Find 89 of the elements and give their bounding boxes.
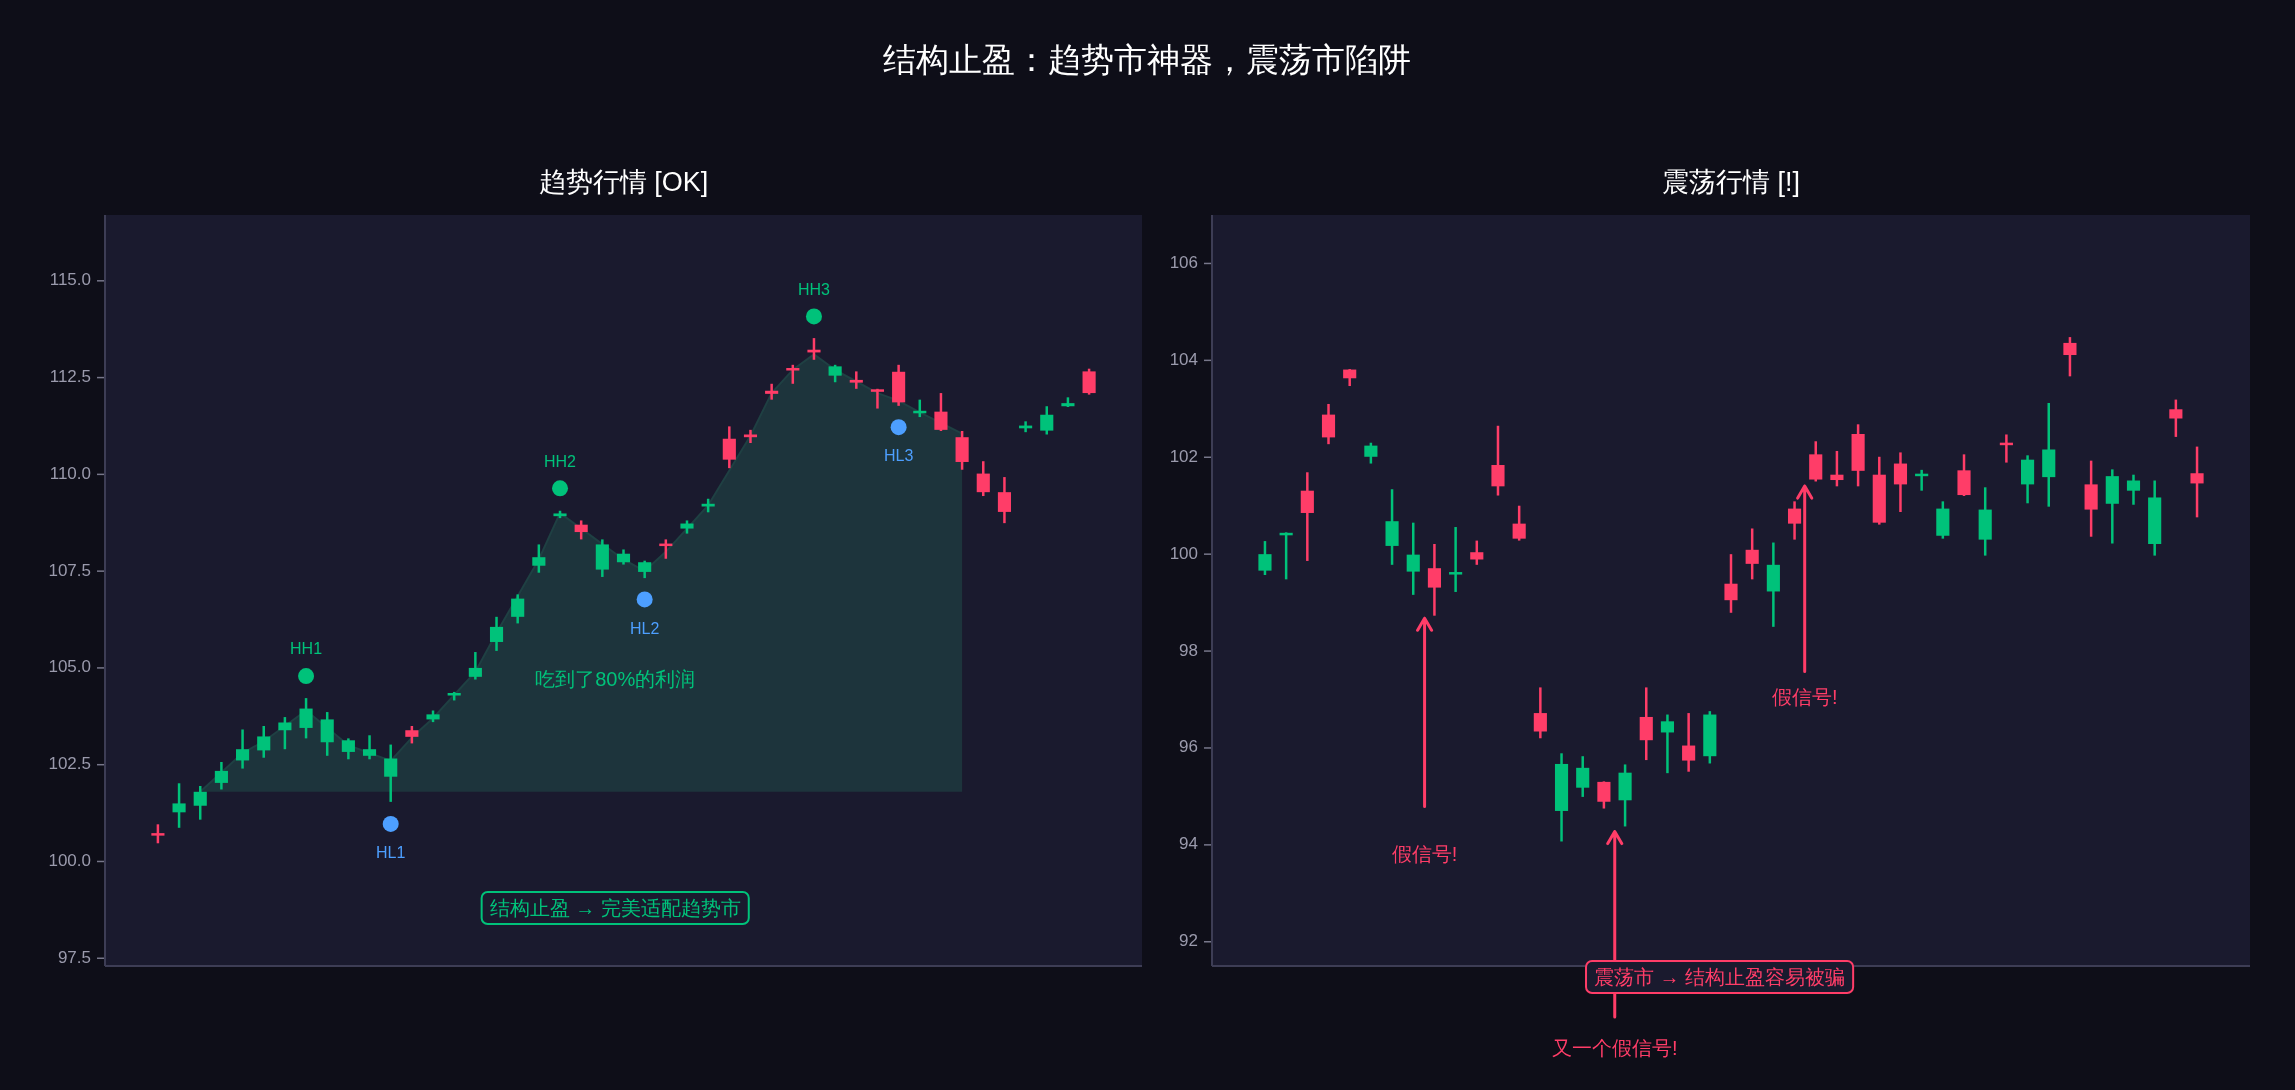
candlestick — [997, 475, 1011, 525]
point — [382, 815, 399, 832]
candlestick — [532, 543, 546, 574]
point — [890, 419, 907, 436]
candlestick — [574, 519, 588, 541]
chart-title: 趋势行情 [OK] — [538, 167, 709, 197]
candlestick — [172, 782, 186, 830]
candlestick — [1533, 686, 1547, 740]
candlestick — [1745, 527, 1759, 581]
candlestick — [489, 615, 504, 653]
candlestick — [236, 728, 250, 770]
y-tick-label: 105.0 — [48, 657, 91, 677]
candlestick — [151, 823, 165, 845]
y-tick-label: 102 — [1169, 446, 1198, 466]
candlestick — [1300, 471, 1314, 563]
y-tick-label: 92 — [1179, 931, 1198, 951]
candlestick — [299, 696, 313, 740]
y-tick-label: 107.5 — [48, 560, 91, 580]
candlestick — [2169, 398, 2183, 439]
candlestick — [362, 734, 377, 761]
text: 又一个假信号! — [1551, 1037, 1678, 1060]
y-tick-label: 112.5 — [49, 367, 91, 387]
y-tick-label: 100 — [1169, 543, 1198, 563]
candlestick — [1660, 713, 1675, 775]
candlestick — [1364, 441, 1378, 465]
candlestick — [384, 743, 398, 804]
candlestick — [2190, 445, 2204, 519]
y-tick-label: 98 — [1179, 640, 1198, 660]
data-label: HL2 — [629, 619, 660, 637]
candlestick — [1082, 367, 1096, 396]
text: 结构止盈：趋势市神器，震荡市陷阱 — [883, 40, 1411, 78]
candlestick — [1258, 539, 1272, 577]
y-tick-label: 100.0 — [48, 850, 91, 870]
candlestick — [1724, 552, 1738, 615]
candlestick — [1449, 525, 1463, 594]
annotation: 假信号! — [1771, 685, 1838, 708]
candlestick — [786, 363, 800, 386]
candlestick — [1893, 451, 1908, 514]
y-tick-label: 106 — [1169, 252, 1198, 272]
candlestick — [1787, 500, 1802, 541]
y-tick-label: 102.5 — [48, 754, 91, 774]
point — [636, 591, 653, 608]
candlestick — [1639, 686, 1653, 762]
candlestick — [2126, 473, 2141, 506]
candlestick — [341, 737, 355, 761]
candlestick — [1682, 711, 1696, 773]
candlestick — [1406, 521, 1420, 597]
candlestick — [1491, 424, 1505, 497]
candlestick — [849, 370, 863, 391]
y-tick-label: 115.0 — [49, 270, 91, 290]
candlestick — [2063, 335, 2077, 378]
y-tick-label: 104 — [1169, 349, 1198, 369]
data-label: HH1 — [290, 640, 323, 658]
candlestick — [1321, 402, 1336, 446]
candlestick — [214, 760, 228, 791]
candlestick — [193, 784, 207, 821]
candlestick — [511, 593, 525, 625]
candlestick — [1830, 449, 1844, 488]
annotation: 吃到了80%的利润 — [535, 667, 696, 690]
y-tick-label: 94 — [1179, 834, 1198, 854]
candlestick — [1470, 539, 1484, 567]
candlestick — [468, 650, 482, 681]
candlestick — [1576, 754, 1590, 799]
point — [552, 480, 569, 497]
candlestick — [743, 428, 758, 445]
candlestick — [976, 459, 990, 498]
candlestick — [257, 724, 271, 759]
candlestick — [765, 382, 779, 401]
candlestick — [1040, 404, 1054, 436]
candlestick — [1512, 504, 1526, 542]
annotation: 结构止盈 → 完美适配趋势市 — [489, 896, 741, 919]
data-label: HL1 — [376, 844, 406, 862]
y-tick-label: 110.0 — [49, 463, 91, 483]
point — [298, 668, 315, 685]
y-tick-label: 96 — [1179, 737, 1198, 757]
candlestick — [722, 425, 736, 470]
data-label: HL3 — [883, 447, 914, 465]
data-label: HH2 — [544, 452, 577, 470]
note-box: 震荡市 → 结构止盈容易被骗 — [1585, 960, 1855, 995]
candlestick — [1597, 780, 1611, 810]
data-label: HH3 — [797, 280, 831, 298]
candlestick — [1427, 542, 1441, 617]
candlestick — [320, 710, 334, 758]
note-box: 结构止盈 → 完美适配趋势市 — [480, 890, 750, 925]
chart-title: 震荡行情 [!] — [1661, 167, 1801, 197]
y-tick-label: 97.5 — [57, 947, 91, 967]
point — [805, 308, 822, 325]
annotation: 假信号! — [1391, 843, 1458, 866]
candlestick — [934, 391, 948, 433]
